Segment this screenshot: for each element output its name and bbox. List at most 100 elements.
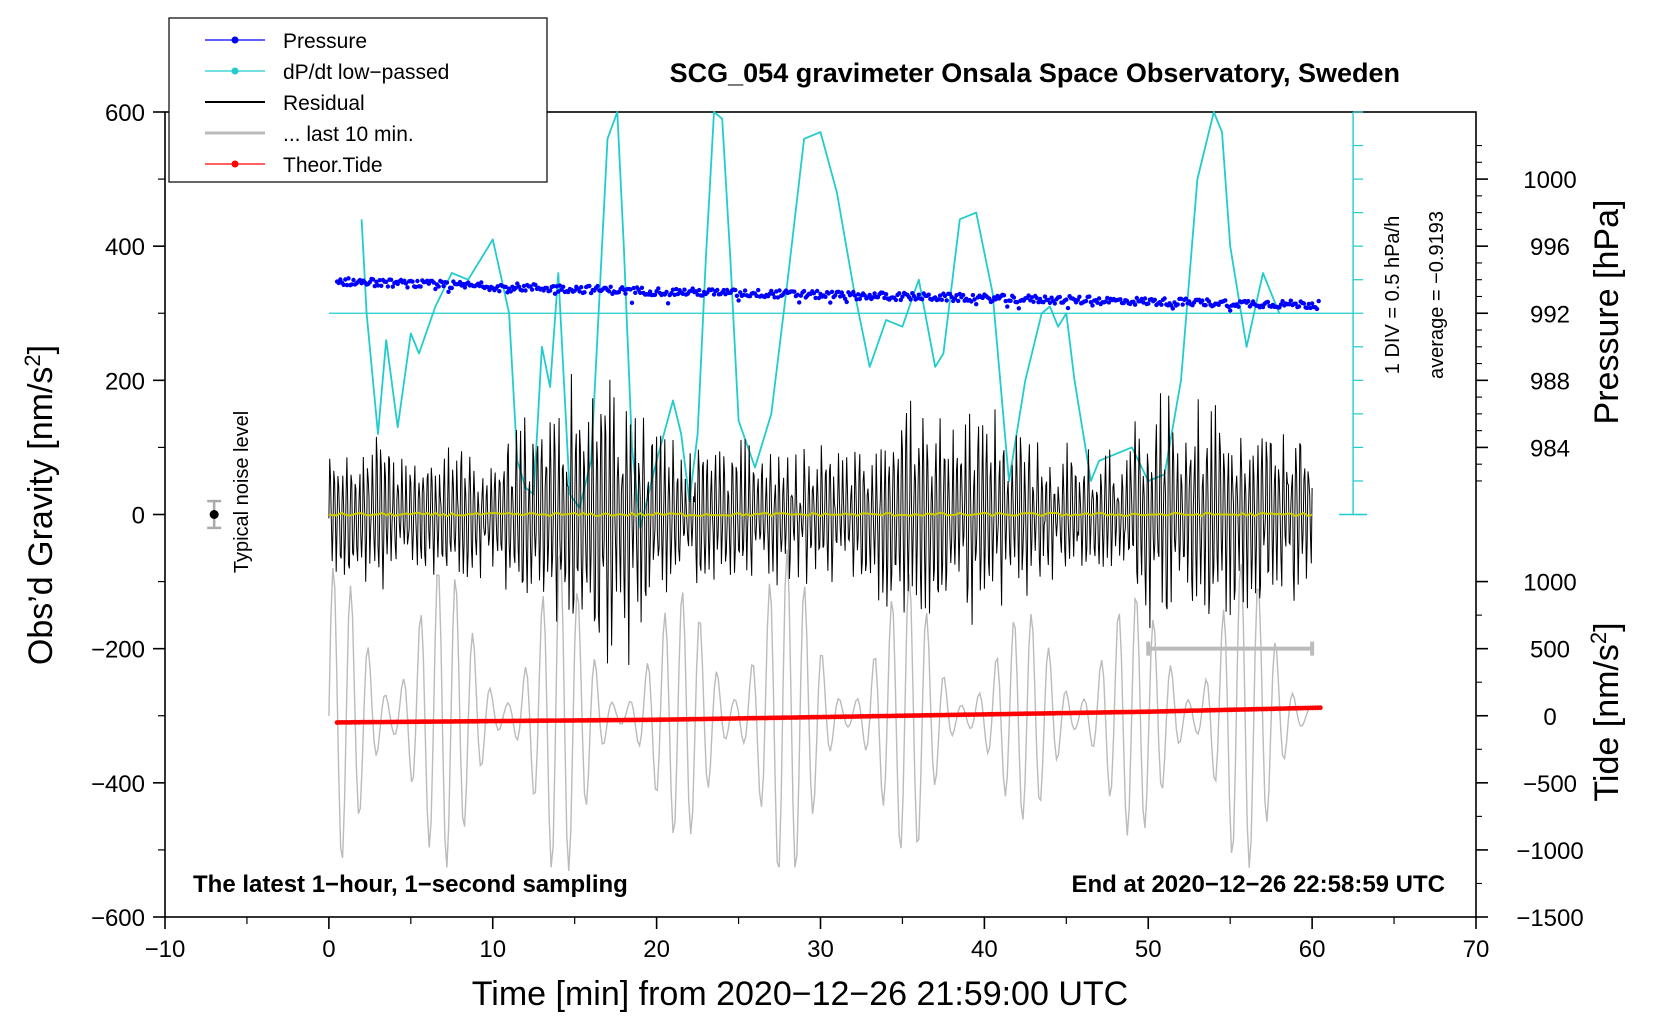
legend-marker-tide: [231, 160, 239, 168]
pressure-point: [505, 290, 510, 295]
pressure-point: [797, 300, 802, 305]
pressure-point: [375, 283, 381, 288]
pressure-point: [623, 291, 628, 296]
pressure-point: [1178, 296, 1184, 301]
pressure-point: [631, 285, 636, 291]
pressure-point: [1288, 298, 1294, 303]
pressure-point: [1064, 297, 1069, 302]
pressure-point: [993, 297, 998, 302]
pressure-point: [852, 293, 858, 298]
pressure-point: [1106, 300, 1112, 305]
pressure-point: [1206, 299, 1212, 304]
pressure-point: [1246, 298, 1251, 304]
pressure-point: [1142, 296, 1148, 301]
pressure-point: [939, 297, 944, 302]
tide-axis-title-sup: 2: [1586, 632, 1611, 644]
pressure-point: [733, 287, 738, 293]
pressure-point: [813, 295, 818, 301]
pressure-point: [433, 286, 438, 292]
pressure-point: [1146, 301, 1151, 306]
legend-label-residual: Residual: [283, 92, 365, 115]
pressure-point: [1034, 295, 1040, 301]
pressure-point: [446, 289, 451, 294]
pressure-point: [937, 293, 943, 298]
pressure-point: [639, 285, 645, 290]
legend-item-last10: ... last 10 min.: [205, 123, 414, 146]
tide-axis-title-main: Tide [nm/s: [1588, 644, 1626, 801]
pressure-point: [738, 290, 743, 295]
x-tick-label: 20: [643, 936, 670, 963]
last-10-min-line: [328, 549, 1313, 872]
pressure-point: [587, 283, 592, 289]
pressure-point: [1200, 298, 1205, 303]
pressure-point: [606, 289, 612, 294]
pressure-point: [669, 291, 674, 296]
pressure-point: [969, 299, 974, 304]
tide-tick-label: 1000: [1523, 570, 1576, 597]
pressure-point: [523, 288, 528, 293]
pressure-point: [919, 297, 925, 302]
pressure-point: [736, 298, 741, 303]
pressure-point: [595, 283, 600, 289]
bottom-left-label: The latest 1−hour, 1−second sampling: [193, 871, 628, 898]
tide-tick-label: −1000: [1516, 838, 1583, 865]
pressure-point: [647, 289, 653, 294]
pressure-point: [544, 285, 549, 291]
pressure-point: [1001, 293, 1007, 298]
y-tick-label: −200: [91, 637, 145, 664]
residual-series: [328, 373, 1313, 666]
pressure-point: [1047, 300, 1053, 305]
pressure-point: [956, 298, 961, 304]
pressure-point: [529, 287, 535, 292]
pressure-point: [351, 277, 356, 283]
pressure-point: [1016, 306, 1021, 311]
legend-label-dpdt: dP/dt low−passed: [283, 61, 449, 84]
pressure-point: [926, 292, 931, 297]
pressure-point: [916, 292, 921, 297]
pressure-point: [582, 290, 587, 295]
residual-smooth-line: [328, 511, 1313, 518]
residual-smooth-series: [328, 511, 1313, 518]
pressure-point: [1203, 303, 1208, 308]
x-tick-label: −10: [145, 936, 186, 963]
pressure-point: [700, 293, 705, 298]
pressure-point: [1236, 304, 1241, 309]
legend-label-last10: ... last 10 min.: [283, 123, 414, 146]
pressure-point: [1280, 299, 1285, 304]
pressure-point: [772, 295, 777, 300]
legend-marker-pressure: [231, 36, 239, 44]
tide-tick-label: 0: [1543, 704, 1556, 731]
y-tick-label: −600: [91, 905, 145, 932]
y-tick-label: 600: [105, 100, 145, 127]
pressure-point: [1134, 295, 1140, 301]
pressure-point: [682, 287, 687, 292]
pressure-point: [379, 283, 384, 288]
pressure-point: [882, 295, 887, 301]
pressure-point: [444, 280, 450, 285]
pressure-point: [972, 297, 977, 302]
pressure-point: [415, 278, 420, 284]
x-tick-label: 70: [1463, 936, 1490, 963]
pressure-point: [403, 281, 409, 286]
pressure-point: [839, 290, 844, 295]
pressure-point: [1052, 301, 1058, 306]
pressure-point: [1305, 305, 1310, 311]
pressure-point: [1041, 300, 1046, 305]
pressure-point: [741, 292, 746, 298]
legend: Pressure dP/dt low−passed Residual ... l…: [168, 17, 548, 183]
pressure-point: [1296, 304, 1302, 309]
pressure-axis-ticks: 984 988 992 996 1000: [1476, 144, 1577, 482]
pressure-point: [1314, 306, 1320, 312]
pressure-point: [388, 277, 394, 282]
pressure-point: [410, 279, 415, 284]
pressure-point: [974, 302, 979, 307]
pressure-point: [1118, 297, 1123, 302]
pressure-point: [970, 292, 976, 298]
pressure-point: [579, 285, 584, 290]
pressure-point: [1031, 299, 1036, 304]
pressure-point: [754, 293, 759, 299]
pressure-point: [1301, 301, 1307, 306]
pressure-point: [497, 289, 502, 294]
tide-axis-title: Tide [nm/s2]: [1586, 622, 1626, 801]
